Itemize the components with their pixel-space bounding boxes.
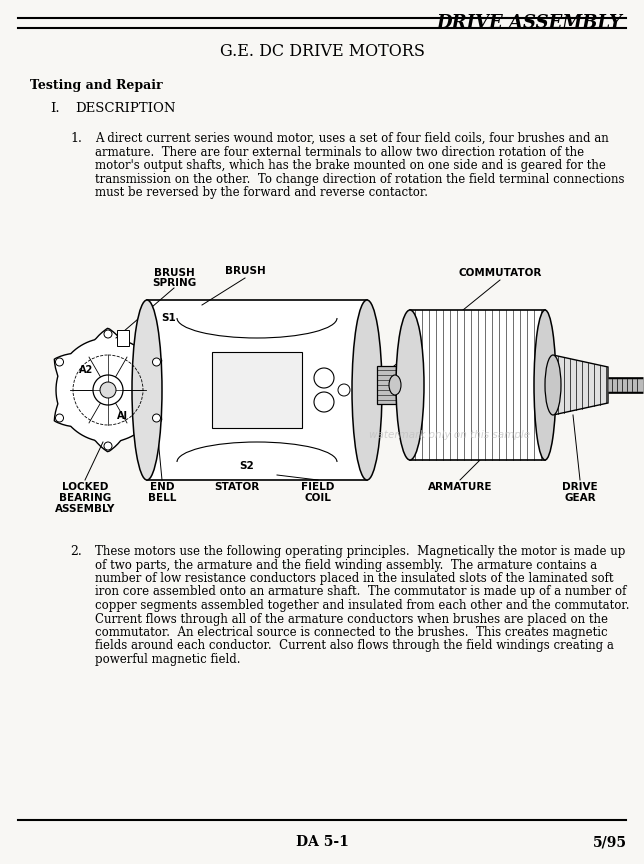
Polygon shape: [553, 355, 608, 415]
Circle shape: [153, 414, 160, 422]
Ellipse shape: [545, 355, 561, 415]
Text: ASSEMBLY: ASSEMBLY: [55, 504, 115, 514]
Circle shape: [314, 368, 334, 388]
Text: Testing and Repair: Testing and Repair: [30, 79, 163, 92]
Circle shape: [104, 442, 112, 450]
Text: SPRING: SPRING: [152, 278, 196, 288]
Bar: [212, 352, 302, 428]
Text: BELL: BELL: [148, 493, 176, 503]
Text: LOCKED: LOCKED: [62, 482, 108, 492]
Text: 2.: 2.: [70, 545, 82, 558]
Circle shape: [153, 358, 160, 366]
Ellipse shape: [132, 300, 162, 480]
Text: S2: S2: [240, 461, 254, 471]
Text: copper segments assembled together and insulated from each other and the commuta: copper segments assembled together and i…: [95, 599, 629, 612]
Text: A2: A2: [79, 365, 93, 375]
Text: BEARING: BEARING: [59, 493, 111, 503]
Ellipse shape: [389, 375, 401, 395]
Ellipse shape: [396, 310, 424, 460]
Bar: [117, 330, 129, 346]
Text: commutator.  An electrical source is connected to the brushes.  This creates mag: commutator. An electrical source is conn…: [95, 626, 608, 639]
Circle shape: [55, 414, 64, 422]
Text: FIELD: FIELD: [301, 482, 335, 492]
Text: ARMATURE: ARMATURE: [428, 482, 492, 492]
Text: must be reversed by the forward and reverse contactor.: must be reversed by the forward and reve…: [95, 186, 428, 199]
Text: S1: S1: [162, 313, 176, 323]
Bar: [377, 366, 402, 404]
Text: iron core assembled onto an armature shaft.  The commutator is made up of a numb: iron core assembled onto an armature sha…: [95, 586, 627, 599]
Text: powerful magnetic field.: powerful magnetic field.: [95, 653, 240, 666]
Text: fields around each conductor.  Current also flows through the field windings cre: fields around each conductor. Current al…: [95, 639, 614, 652]
Text: DRIVE ASSEMBLY: DRIVE ASSEMBLY: [436, 14, 622, 32]
Text: G.E. DC DRIVE MOTORS: G.E. DC DRIVE MOTORS: [220, 43, 424, 60]
Circle shape: [104, 330, 112, 338]
Circle shape: [314, 392, 334, 412]
Polygon shape: [54, 328, 162, 452]
Text: of two parts, the armature and the field winding assembly.  The armature contain: of two parts, the armature and the field…: [95, 558, 597, 571]
Text: 5/95: 5/95: [593, 835, 627, 849]
Text: GEAR: GEAR: [564, 493, 596, 503]
Text: A direct current series wound motor, uses a set of four field coils, four brushe: A direct current series wound motor, use…: [95, 132, 609, 145]
Bar: [395, 375, 413, 395]
Ellipse shape: [352, 300, 382, 480]
Text: These motors use the following operating principles.  Magnetically the motor is : These motors use the following operating…: [95, 545, 625, 558]
Text: STATOR: STATOR: [214, 482, 260, 492]
Text: END: END: [150, 482, 175, 492]
Text: 1.: 1.: [70, 132, 82, 145]
Circle shape: [93, 375, 123, 405]
Text: I.: I.: [50, 101, 60, 115]
Text: BRUSH: BRUSH: [154, 268, 194, 278]
Text: Current flows through all of the armature conductors when brushes are placed on : Current flows through all of the armatur…: [95, 613, 608, 626]
Text: transmission on the other.  To change direction of rotation the field terminal c: transmission on the other. To change dir…: [95, 173, 625, 186]
Circle shape: [55, 358, 64, 366]
Bar: [410, 310, 545, 460]
Text: DA 5-1: DA 5-1: [296, 835, 348, 849]
Text: COMMUTATOR: COMMUTATOR: [459, 268, 542, 278]
Text: BRUSH: BRUSH: [225, 266, 265, 276]
Ellipse shape: [534, 310, 556, 460]
Circle shape: [100, 382, 116, 398]
Text: watermark only on this sample: watermark only on this sample: [370, 430, 531, 440]
Circle shape: [338, 384, 350, 396]
Text: DESCRIPTION: DESCRIPTION: [75, 101, 176, 115]
Bar: [147, 300, 367, 480]
Text: AI: AI: [117, 411, 128, 421]
Text: number of low resistance conductors placed in the insulated slots of the laminat: number of low resistance conductors plac…: [95, 572, 614, 585]
Text: armature.  There are four external terminals to allow two direction rotation of : armature. There are four external termin…: [95, 145, 584, 158]
Text: motor's output shafts, which has the brake mounted on one side and is geared for: motor's output shafts, which has the bra…: [95, 159, 606, 172]
Text: COIL: COIL: [305, 493, 332, 503]
Text: DRIVE: DRIVE: [562, 482, 598, 492]
